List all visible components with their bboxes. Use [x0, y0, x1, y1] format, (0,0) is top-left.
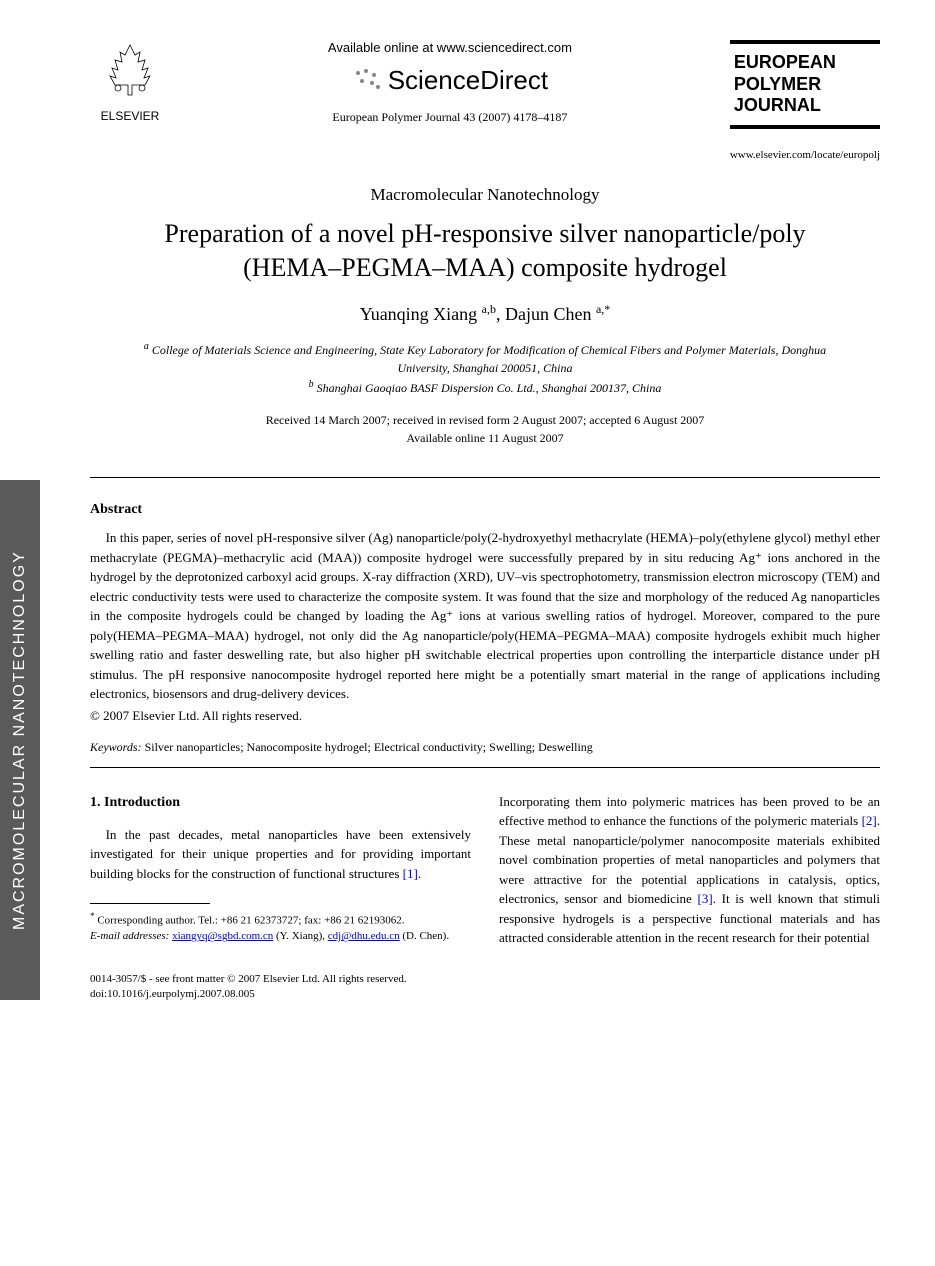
journal-name-line3: JOURNAL	[734, 95, 876, 117]
dates-line2: Available online 11 August 2007	[406, 431, 563, 445]
footnotes: * Corresponding author. Tel.: +86 21 623…	[90, 910, 471, 944]
email-label: E-mail addresses:	[90, 930, 169, 942]
abstract-heading: Abstract	[90, 502, 880, 518]
page-footer: 0014-3057/$ - see front matter © 2007 El…	[90, 972, 880, 1003]
divider-top	[90, 477, 880, 478]
ref-link-1[interactable]: [1]	[403, 866, 418, 881]
article-title: Preparation of a novel pH-responsive sil…	[90, 217, 880, 285]
email-link-1[interactable]: xiangyq@sgbd.com.cn	[172, 930, 273, 942]
email-link-2[interactable]: cdj@dhu.edu.cn	[328, 930, 400, 942]
journal-reference: European Polymer Journal 43 (2007) 4178–…	[190, 110, 710, 125]
intro-heading: 1. Introduction	[90, 792, 471, 813]
publisher-label: ELSEVIER	[90, 109, 170, 123]
two-column-body: 1. Introduction In the past decades, met…	[90, 792, 880, 948]
keywords-label: Keywords:	[90, 740, 142, 754]
sciencedirect-dots-icon	[352, 67, 382, 98]
corr-text: Corresponding author. Tel.: +86 21 62373…	[97, 915, 404, 927]
publisher-logo-box: ELSEVIER	[90, 40, 170, 123]
sciencedirect-logo: ScienceDirect	[190, 65, 710, 98]
col2-paragraph: Incorporating them into polymeric matric…	[499, 792, 880, 948]
article-dates: Received 14 March 2007; received in revi…	[90, 411, 880, 447]
author-2-name: Dajun Chen	[505, 304, 591, 324]
email-1-author: (Y. Xiang),	[276, 930, 325, 942]
footnote-divider	[90, 903, 210, 904]
footer-line1: 0014-3057/$ - see front matter © 2007 El…	[90, 972, 880, 987]
affil-a-text: College of Materials Science and Enginee…	[152, 343, 826, 375]
affil-b-sup: b	[309, 379, 314, 390]
journal-name-line1: EUROPEAN	[734, 52, 876, 74]
affil-b-text: Shanghai Gaoqiao BASF Dispersion Co. Ltd…	[317, 381, 662, 395]
section-label: Macromolecular Nanotechnology	[90, 185, 880, 205]
header-row: ELSEVIER Available online at www.science…	[90, 40, 880, 161]
keywords-text: Silver nanoparticles; Nanocomposite hydr…	[145, 740, 593, 754]
ref-link-2[interactable]: [2]	[862, 813, 877, 828]
corresponding-author: * Corresponding author. Tel.: +86 21 623…	[90, 910, 471, 929]
journal-name-line2: POLYMER	[734, 74, 876, 96]
abstract-text: In this paper, series of novel pH-respon…	[90, 528, 880, 704]
authors: Yuanqing Xiang a,b, Dajun Chen a,*	[90, 302, 880, 325]
affiliations: a College of Materials Science and Engin…	[90, 339, 880, 397]
sciencedirect-text: ScienceDirect	[388, 65, 548, 95]
column-right: Incorporating them into polymeric matric…	[499, 792, 880, 948]
divider-bottom	[90, 767, 880, 768]
center-header: Available online at www.sciencedirect.co…	[170, 40, 730, 125]
email-2-author: (D. Chen).	[402, 930, 449, 942]
author-sep: ,	[496, 304, 505, 324]
available-online-text: Available online at www.sciencedirect.co…	[190, 40, 710, 55]
col2-text-1: Incorporating them into polymeric matric…	[499, 794, 880, 829]
affil-a-sup: a	[144, 341, 149, 352]
column-left: 1. Introduction In the past decades, met…	[90, 792, 471, 948]
author-1-name: Yuanqing Xiang	[360, 304, 477, 324]
author-2-sup: a,*	[596, 302, 610, 316]
col1-paragraph: In the past decades, metal nanoparticles…	[90, 825, 471, 884]
page-content: ELSEVIER Available online at www.science…	[0, 0, 935, 1043]
journal-url: www.elsevier.com/locate/europolj	[730, 149, 880, 161]
copyright: © 2007 Elsevier Ltd. All rights reserved…	[90, 708, 880, 724]
ref-link-3[interactable]: [3]	[698, 891, 713, 906]
side-tab: MACROMOLECULAR NANOTECHNOLOGY	[0, 480, 40, 1000]
author-1-sup: a,b	[482, 302, 496, 316]
keywords-line: Keywords: Silver nanoparticles; Nanocomp…	[90, 740, 880, 755]
journal-box-wrapper: EUROPEAN POLYMER JOURNAL www.elsevier.co…	[730, 40, 880, 161]
journal-title-box: EUROPEAN POLYMER JOURNAL	[730, 40, 880, 129]
footer-doi: doi:10.1016/j.eurpolymj.2007.08.005	[90, 987, 880, 1002]
col1-end: .	[418, 866, 421, 881]
elsevier-tree-icon	[100, 40, 160, 100]
dates-line1: Received 14 March 2007; received in revi…	[266, 413, 705, 427]
email-addresses: E-mail addresses: xiangyq@sgbd.com.cn (Y…	[90, 929, 471, 944]
